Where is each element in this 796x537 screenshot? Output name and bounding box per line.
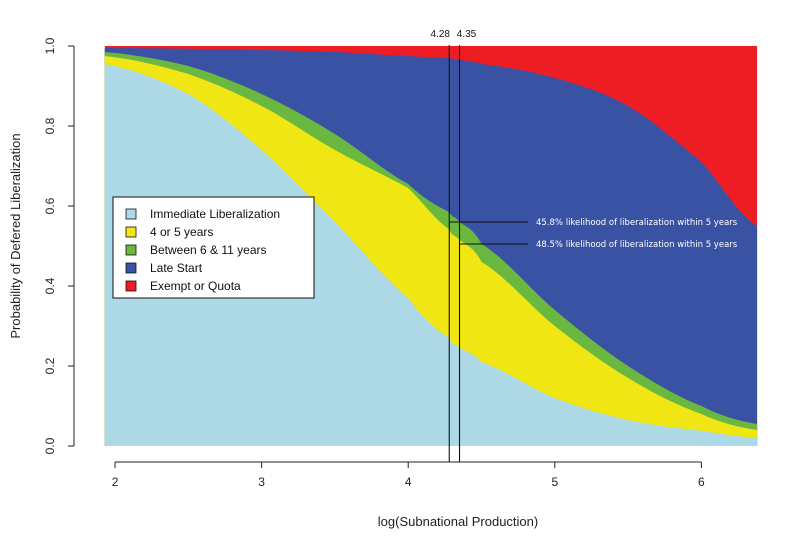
legend-swatch [125, 244, 137, 256]
legend-swatch [125, 226, 137, 238]
legend-swatch [125, 262, 137, 274]
y-tick-label: 1.0 [43, 37, 57, 54]
legend-swatch [125, 208, 137, 220]
reference-line-label: 4.28 [431, 29, 451, 40]
x-tick-label: 6 [698, 475, 705, 489]
reference-line-label: 4.35 [457, 29, 477, 40]
y-tick-label: 0.4 [43, 277, 57, 294]
x-tick-label: 3 [258, 475, 265, 489]
x-tick-label: 4 [405, 475, 412, 489]
y-tick-label: 0.6 [43, 197, 57, 214]
legend-label: 4 or 5 years [150, 225, 213, 239]
legend-label: Late Start [150, 261, 203, 275]
legend-swatch [125, 280, 137, 292]
x-tick-label: 5 [551, 475, 558, 489]
x-axis-title: log(Subnational Production) [378, 514, 538, 529]
legend-label: Exempt or Quota [150, 279, 241, 293]
legend-label: Between 6 & 11 years [150, 243, 267, 257]
y-tick-label: 0.8 [43, 117, 57, 134]
area-series-0 [104, 64, 758, 446]
y-tick-label: 0.0 [43, 437, 57, 454]
annotation-text: 48.5% likelihood of liberalization withi… [536, 240, 738, 250]
x-tick-label: 2 [112, 475, 119, 489]
legend-box [112, 196, 315, 299]
legend-label: Immediate Liberalization [150, 207, 280, 221]
y-axis-title: Probability of Defered Liberalization [8, 133, 23, 338]
annotation-text: 45.8% likelihood of liberalization withi… [536, 218, 738, 228]
y-tick-label: 0.2 [43, 357, 57, 374]
